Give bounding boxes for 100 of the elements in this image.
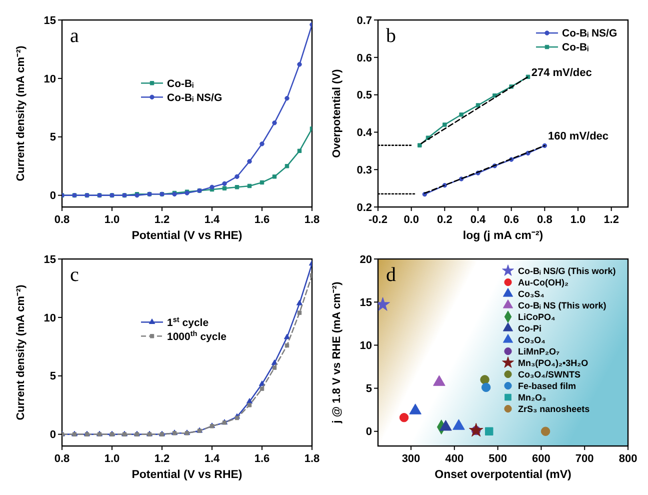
x-tick-label: 300 bbox=[402, 453, 420, 465]
point bbox=[222, 181, 227, 186]
annotation: a bbox=[70, 25, 79, 47]
annotation: c bbox=[70, 264, 79, 286]
legend-label: LiCoPO₄ bbox=[518, 312, 556, 322]
y-tick-label: 15 bbox=[44, 14, 56, 27]
point bbox=[399, 412, 409, 422]
x-tick-label: 1.6 bbox=[254, 214, 270, 226]
point bbox=[442, 122, 447, 127]
point bbox=[284, 164, 290, 168]
x-tick-label: 0.2 bbox=[437, 214, 452, 226]
point bbox=[284, 343, 290, 348]
x-tick-label: 800 bbox=[618, 453, 638, 465]
legend-label: Fe-based film bbox=[518, 380, 576, 391]
x-tick-label: 0.0 bbox=[404, 214, 419, 226]
y-tick-label: 10 bbox=[44, 73, 56, 86]
legend-label: Co₃O₄ bbox=[518, 334, 546, 345]
legend-label: Mn₃(PO₄)₂•3H₂O bbox=[518, 358, 588, 368]
point bbox=[258, 380, 266, 386]
legend-label: Mn₂O₃ bbox=[518, 392, 546, 402]
y-axis-title: Current density (mA cm⁻²) bbox=[15, 284, 27, 420]
point bbox=[459, 112, 464, 117]
y-tick-label: 0.3 bbox=[356, 164, 372, 176]
legend-label: Co-Bᵢ bbox=[167, 78, 194, 90]
x-tick-label: -0.2 bbox=[368, 214, 388, 226]
point bbox=[481, 382, 491, 392]
y-tick-label: 5 bbox=[50, 370, 56, 383]
x-tick-label: 1.4 bbox=[204, 453, 221, 465]
annotation: d bbox=[386, 264, 396, 286]
x-axis-title: Potential (V vs RHE) bbox=[132, 230, 242, 242]
x-tick-label: 1.0 bbox=[104, 214, 120, 226]
y-tick-label: 20 bbox=[360, 254, 372, 266]
point bbox=[297, 62, 302, 67]
x-tick-label: 500 bbox=[488, 453, 507, 465]
legend-label: Co-Bᵢ NS/G (This work) bbox=[518, 266, 616, 276]
y-axis-title: j @ 1.8 V vs RHE (mA cm⁻²) bbox=[331, 281, 343, 424]
x-tick-label: 1.2 bbox=[604, 214, 619, 226]
y-tick-label: 0.4 bbox=[356, 127, 373, 140]
point bbox=[284, 96, 290, 101]
y-axis-title: Overpotential (V) bbox=[331, 68, 343, 158]
point bbox=[222, 186, 227, 190]
x-tick-label: 700 bbox=[575, 453, 594, 465]
y-tick-label: 0.5 bbox=[356, 90, 372, 102]
legend-label: 1000$^{th}$ cycle bbox=[167, 328, 227, 343]
point bbox=[409, 404, 422, 414]
point bbox=[234, 416, 240, 420]
y-tick-label: 10 bbox=[44, 312, 56, 324]
x-tick-label: 0.8 bbox=[537, 214, 552, 226]
point bbox=[452, 419, 465, 430]
point bbox=[468, 422, 484, 437]
y-tick-label: 0 bbox=[366, 426, 372, 438]
x-tick-label: 600 bbox=[532, 453, 550, 465]
point bbox=[247, 184, 252, 188]
point bbox=[297, 148, 302, 154]
x-tick-label: 1.0 bbox=[104, 453, 120, 465]
point bbox=[296, 300, 303, 306]
legend-label: Co-Bᵢ bbox=[562, 42, 590, 54]
point bbox=[476, 103, 480, 108]
x-tick-label: 0.8 bbox=[54, 214, 70, 226]
annotation: 160 mV/dec bbox=[548, 130, 609, 143]
y-tick-label: 10 bbox=[360, 340, 372, 352]
point bbox=[418, 143, 422, 148]
point bbox=[284, 334, 290, 340]
point bbox=[272, 366, 277, 370]
y-tick-label: 0.7 bbox=[356, 14, 372, 27]
x-tick-label: 400 bbox=[445, 453, 464, 465]
y-tick-label: 0.2 bbox=[356, 202, 372, 214]
point bbox=[271, 359, 278, 365]
x-axis-title: log (j mA cm⁻²) bbox=[462, 230, 544, 242]
y-axis-title: Current density (mA cm⁻²) bbox=[15, 45, 27, 182]
legend-label: Co₃S₄ bbox=[518, 288, 544, 299]
y-tick-label: 5 bbox=[50, 132, 56, 144]
point bbox=[433, 375, 446, 386]
point bbox=[247, 159, 252, 164]
annotation: 274 mV/dec bbox=[531, 67, 592, 80]
legend-label: Co-Bᵢ NS/G bbox=[562, 28, 618, 40]
point bbox=[260, 142, 264, 146]
point bbox=[234, 185, 240, 190]
legend-label: Co-Pi bbox=[518, 323, 542, 334]
point bbox=[480, 375, 490, 384]
legend-label: LiMnP₂O₇ bbox=[518, 346, 560, 356]
legend-label: ZrS₃ nanosheets bbox=[518, 404, 590, 414]
x-axis-title: Onset overpotential (mV) bbox=[434, 469, 572, 481]
x-tick-label: 0.4 bbox=[470, 214, 487, 226]
x-tick-label: 0.6 bbox=[504, 214, 519, 226]
point bbox=[484, 427, 494, 436]
legend-label: Co₃O₄/SWNTS bbox=[518, 369, 580, 380]
point bbox=[234, 174, 240, 179]
y-tick-label: 15 bbox=[44, 254, 56, 266]
point bbox=[440, 420, 452, 431]
x-tick-label: 1.2 bbox=[154, 453, 170, 465]
y-tick-label: 0 bbox=[50, 190, 56, 202]
legend-label: 1$^{st}$ cycle bbox=[167, 314, 209, 329]
y-tick-label: 15 bbox=[360, 296, 372, 309]
x-tick-label: 1.0 bbox=[570, 214, 586, 226]
point bbox=[246, 398, 253, 404]
legend-label: Au-Co(OH)₂ bbox=[518, 277, 568, 288]
y-tick-label: 0.6 bbox=[356, 52, 372, 64]
point bbox=[272, 174, 277, 179]
y-tick-label: 5 bbox=[366, 383, 372, 396]
